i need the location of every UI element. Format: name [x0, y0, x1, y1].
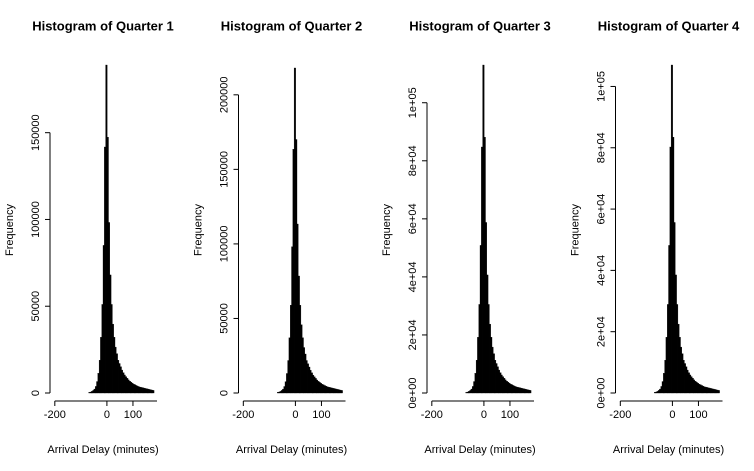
histogram-bar: [529, 390, 532, 394]
x-tick-label: 0: [104, 409, 110, 421]
x-tick-label: -200: [44, 409, 66, 421]
y-tick-label: 50000: [218, 303, 230, 334]
y-tick-label: 0: [218, 390, 230, 396]
x-tick-label: 0: [669, 409, 675, 421]
x-axis-title: Arrival Delay (minutes): [47, 444, 158, 456]
y-tick-label: 0e+00: [595, 378, 607, 409]
y-tick-label: 1e+05: [407, 87, 419, 118]
y-tick-label: 2e+04: [407, 319, 419, 350]
y-axis-title: Frequency: [4, 204, 16, 256]
y-tick-label: 0: [30, 390, 42, 396]
x-tick-label: 100: [501, 409, 519, 421]
x-axis-title: Arrival Delay (minutes): [613, 444, 724, 456]
y-tick-label: 6e+04: [595, 194, 607, 225]
y-tick-label: 2e+04: [595, 316, 607, 347]
x-tick-label: -200: [609, 409, 631, 421]
y-tick-label: 100000: [30, 201, 42, 238]
y-tick-label: 100000: [218, 226, 230, 263]
y-tick-label: 6e+04: [407, 203, 419, 234]
y-tick-label: 150000: [218, 151, 230, 188]
y-tick-label: 150000: [30, 114, 42, 151]
x-tick-label: 100: [124, 409, 142, 421]
y-tick-label: 50000: [30, 291, 42, 322]
y-axis-title: Frequency: [569, 204, 581, 256]
y-tick-label: 8e+04: [407, 145, 419, 176]
y-tick-label: 1e+05: [595, 71, 607, 102]
chart-title: Histogram of Quarter 3: [409, 18, 551, 33]
chart-title: Histogram of Quarter 1: [32, 18, 174, 33]
y-tick-label: 4e+04: [595, 255, 607, 286]
histogram-bar: [152, 390, 155, 394]
y-tick-label: 0e+00: [407, 378, 419, 409]
x-axis-title: Arrival Delay (minutes): [424, 444, 535, 456]
histogram-bar: [717, 390, 720, 394]
chart-title: Histogram of Quarter 4: [598, 18, 740, 33]
x-tick-label: -200: [232, 409, 254, 421]
y-tick-label: 8e+04: [595, 132, 607, 163]
y-axis-title: Frequency: [192, 204, 204, 256]
y-tick-label: 200000: [218, 76, 230, 113]
y-axis-title: Frequency: [381, 204, 393, 256]
chart-title: Histogram of Quarter 2: [221, 18, 363, 33]
x-tick-label: 0: [481, 409, 487, 421]
x-tick-label: -200: [421, 409, 443, 421]
x-tick-label: 0: [292, 409, 298, 421]
histogram-bar: [340, 390, 343, 394]
x-tick-label: 100: [689, 409, 707, 421]
x-axis-title: Arrival Delay (minutes): [236, 444, 347, 456]
x-tick-label: 100: [312, 409, 330, 421]
y-tick-label: 4e+04: [407, 261, 419, 292]
